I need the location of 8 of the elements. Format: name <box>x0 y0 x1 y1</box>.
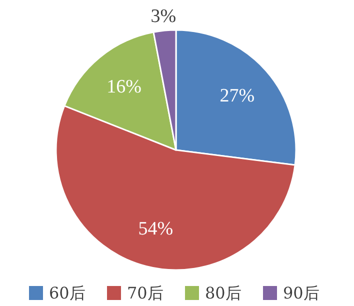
data-label: 3% <box>150 6 176 28</box>
legend-label: 70后 <box>127 284 164 302</box>
data-label: 54% <box>138 218 174 240</box>
legend-label: 60后 <box>49 284 86 302</box>
legend-label: 80后 <box>205 284 242 302</box>
data-label: 27% <box>220 86 255 107</box>
legend-label: 90后 <box>283 284 320 302</box>
data-label: 16% <box>106 76 142 98</box>
